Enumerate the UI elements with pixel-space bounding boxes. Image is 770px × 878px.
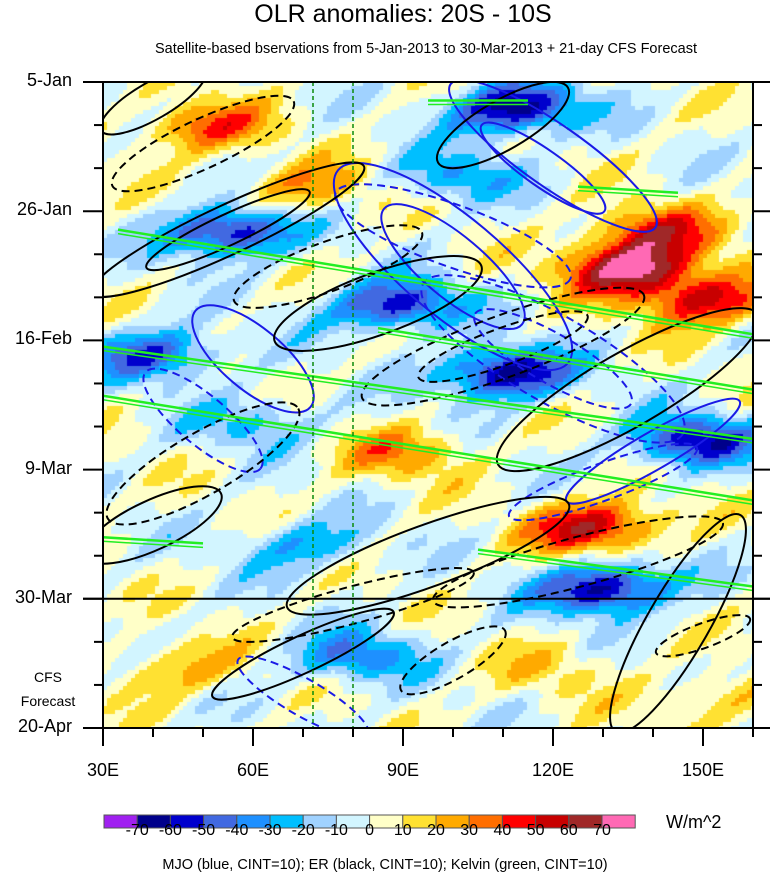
- contour-layer: [103, 82, 753, 728]
- x-tick-label: 150E: [681, 760, 725, 780]
- kelvin-contour: [117, 228, 753, 336]
- kelvin-contour: [103, 399, 753, 506]
- kelvin-contour: [377, 326, 753, 391]
- colorbar-label: -40: [225, 822, 249, 839]
- y-tick-label: 16-Feb: [14, 328, 72, 349]
- er-contour-positive: [103, 485, 223, 565]
- colorbar-label: -60: [158, 822, 182, 839]
- kelvin-contour: [103, 345, 753, 441]
- er-contour-positive: [211, 607, 395, 701]
- cfs-forecast-label: CFS Forecast: [14, 665, 82, 713]
- forecast-label: Forecast: [20, 693, 76, 709]
- plot-frame: [102, 81, 754, 729]
- kelvin-contour: [577, 185, 679, 194]
- y-tick-label: 30-Mar: [14, 586, 72, 607]
- colorbar-units: W/m^2: [666, 812, 722, 832]
- er-contour-positive: [495, 307, 753, 473]
- mjo-contour-positive: [448, 82, 658, 233]
- er-contour-positive: [103, 82, 207, 136]
- colorbar-label: -50: [192, 822, 216, 839]
- er-contour-positive: [145, 188, 311, 272]
- y-tick-label: 20-Apr: [17, 716, 72, 736]
- y-tick-label: 26-Jan: [16, 199, 72, 220]
- mjo-contour-negative: [236, 655, 370, 728]
- colorbar-label: 20: [427, 822, 445, 839]
- kelvin-contour: [377, 331, 753, 395]
- kelvin-contour: [103, 540, 204, 549]
- colorbar-label: 60: [559, 822, 578, 839]
- mjo-contour-positive: [380, 203, 526, 331]
- y-tick-label: 5-Jan: [26, 70, 72, 90]
- kelvin-contour: [103, 536, 204, 545]
- er-contour-negative: [105, 401, 301, 526]
- mjo-contour-negative: [507, 442, 699, 522]
- kelvin-contour: [103, 394, 753, 502]
- er-contour-negative: [417, 310, 589, 383]
- er-contour-negative: [360, 286, 646, 407]
- contour-legend: MJO (blue, CINT=10); ER (black, CINT=10)…: [162, 857, 608, 873]
- mjo-contour-positive: [479, 121, 607, 215]
- mjo-contour-positive: [191, 304, 315, 414]
- colorbar-label: -30: [258, 822, 282, 839]
- er-contour-negative: [654, 614, 752, 658]
- colorbar-label: 0: [365, 822, 375, 839]
- colorbar-label: 70: [593, 822, 611, 839]
- colorbar-label: 10: [393, 822, 412, 839]
- x-tick-label: 90E: [386, 760, 420, 780]
- cfs-label: CFS: [34, 669, 62, 685]
- er-contour-positive: [273, 255, 483, 352]
- colorbar-box: [601, 814, 636, 829]
- er-contour-positive: [103, 161, 366, 298]
- chart-title: OLR anomalies: 20S - 10S: [254, 0, 552, 28]
- mjo-contour-negative: [420, 274, 686, 444]
- y-tick-label: 9-Mar: [24, 457, 72, 478]
- chart-subtitle: Satellite-based bservations from 5-Jan-2…: [154, 41, 697, 57]
- kelvin-contour: [477, 548, 753, 588]
- er-contour-negative: [399, 625, 507, 696]
- x-tick-label: 120E: [531, 760, 575, 780]
- er-contour-negative: [110, 94, 296, 193]
- kelvin-contour: [103, 349, 753, 444]
- kelvin-contour: [577, 189, 679, 198]
- er-contour-positive: [609, 513, 747, 728]
- kelvin-contour: [477, 552, 753, 592]
- colorbar-label: 50: [526, 822, 545, 839]
- colorbar-label: -20: [291, 822, 315, 839]
- x-tick-label: 30E: [86, 760, 120, 780]
- colorbar-label: -70: [125, 822, 149, 839]
- mjo-contour-positive: [332, 162, 574, 372]
- colorbar-label: 40: [493, 822, 512, 839]
- mjo-contour-negative: [334, 183, 572, 289]
- x-tick-label: 60E: [236, 760, 270, 780]
- er-contour-positive: [285, 495, 571, 616]
- mjo-contour-negative: [142, 367, 264, 474]
- er-contour-negative: [431, 515, 725, 609]
- kelvin-contour: [117, 232, 753, 339]
- colorbar-label: -10: [324, 822, 348, 839]
- colorbar-label: 30: [460, 822, 479, 839]
- er-contour-negative: [232, 224, 424, 309]
